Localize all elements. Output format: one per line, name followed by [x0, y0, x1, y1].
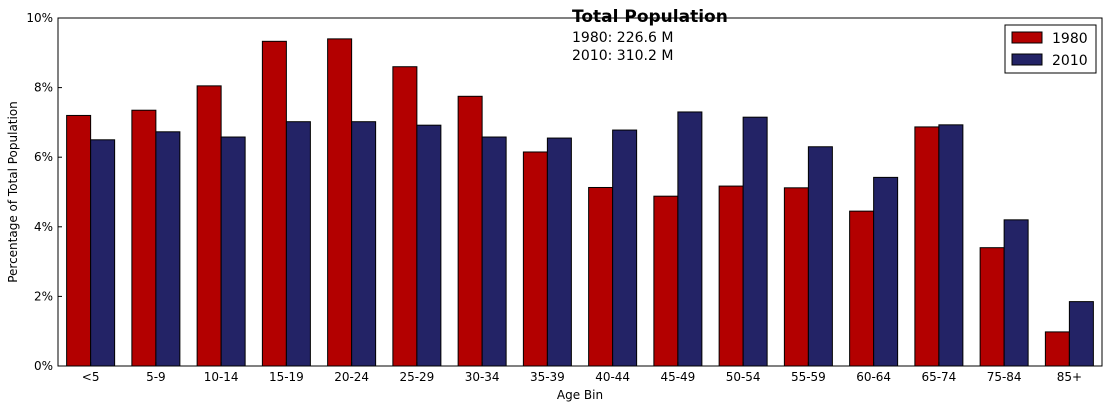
bar-2010-75-84: [1003, 219, 1029, 367]
legend: 1980 2010: [1004, 24, 1097, 74]
bar-1980-45-49: [653, 195, 679, 367]
x-tick-label: 30-34: [465, 370, 500, 384]
x-tick-label: 40-44: [595, 370, 630, 384]
y-tick-label: 0%: [34, 359, 53, 373]
bar-2010-85+: [1068, 301, 1094, 367]
y-tick-label: 8%: [34, 81, 53, 95]
bar-1980-40-44: [588, 186, 614, 367]
bar-1980-55-59: [783, 187, 809, 367]
bar-2010-30-34: [481, 136, 507, 367]
x-tick-label: 10-14: [204, 370, 239, 384]
y-axis-label: Percentage of Total Population: [6, 101, 20, 283]
text-layer: Age Bin Percentage of Total Population T…: [6, 7, 1082, 402]
bar-1980-10-14: [196, 85, 222, 367]
bar-1980-65-74: [914, 126, 940, 367]
bar-1980-30-34: [457, 95, 483, 367]
y-tick-label: 2%: [34, 289, 53, 303]
legend-label-2010: 2010: [1052, 53, 1088, 69]
x-tick-label: 35-39: [530, 370, 565, 384]
bar-1980-60-64: [849, 210, 875, 367]
bar-1980-35-39: [522, 151, 548, 367]
x-tick-label: 5-9: [146, 370, 166, 384]
x-tick-label: 15-19: [269, 370, 304, 384]
bar-2010-35-39: [546, 137, 572, 367]
x-axis-label: Age Bin: [557, 388, 603, 402]
x-tick-label: 65-74: [921, 370, 956, 384]
bar-1980-75-84: [979, 247, 1005, 367]
x-tick-label: <5: [82, 370, 100, 384]
annotation-1980-total: 1980: 226.6 M: [572, 30, 673, 46]
x-tick-label: 20-24: [334, 370, 369, 384]
bar-2010-5-9: [155, 131, 181, 367]
bar-1980-15-19: [261, 40, 287, 367]
bar-1980-<5: [66, 114, 92, 367]
bar-2010-60-64: [873, 176, 899, 367]
legend-swatch-2010: [1011, 53, 1043, 66]
bar-1980-50-54: [718, 185, 744, 367]
x-tick-label: 50-54: [726, 370, 761, 384]
y-tick-label: 6%: [34, 150, 53, 164]
bar-1980-85+: [1044, 331, 1070, 367]
bar-2010-50-54: [742, 116, 768, 367]
y-tick-label: 10%: [26, 11, 53, 25]
legend-swatch-1980: [1011, 31, 1043, 44]
x-tick-label: 25-29: [399, 370, 434, 384]
x-tick-label: 60-64: [856, 370, 891, 384]
bar-1980-25-29: [392, 66, 418, 367]
bar-2010-40-44: [612, 129, 638, 367]
bar-2010-10-14: [220, 136, 246, 367]
bar-1980-20-24: [327, 38, 353, 367]
legend-label-1980: 1980: [1052, 31, 1088, 47]
bar-2010-15-19: [285, 121, 311, 367]
annotation-2010-total: 2010: 310.2 M: [572, 48, 673, 64]
plot-frame: [57, 17, 1103, 367]
bars-layer: [66, 38, 1094, 367]
bar-2010-65-74: [938, 124, 964, 367]
chart-title: Total Population: [572, 7, 728, 27]
bar-2010-20-24: [351, 121, 377, 367]
y-tick-label: 4%: [34, 220, 53, 234]
bar-2010-45-49: [677, 111, 703, 367]
x-tick-label: 45-49: [660, 370, 695, 384]
x-tick-label: 85+: [1057, 370, 1082, 384]
bar-2010-25-29: [416, 124, 442, 367]
x-tick-label: 55-59: [791, 370, 826, 384]
bar-2010-55-59: [807, 146, 833, 367]
bar-2010-<5: [90, 139, 116, 367]
bar-1980-5-9: [131, 109, 157, 367]
axes-layer: [57, 17, 1103, 367]
x-tick-label: 75-84: [987, 370, 1022, 384]
